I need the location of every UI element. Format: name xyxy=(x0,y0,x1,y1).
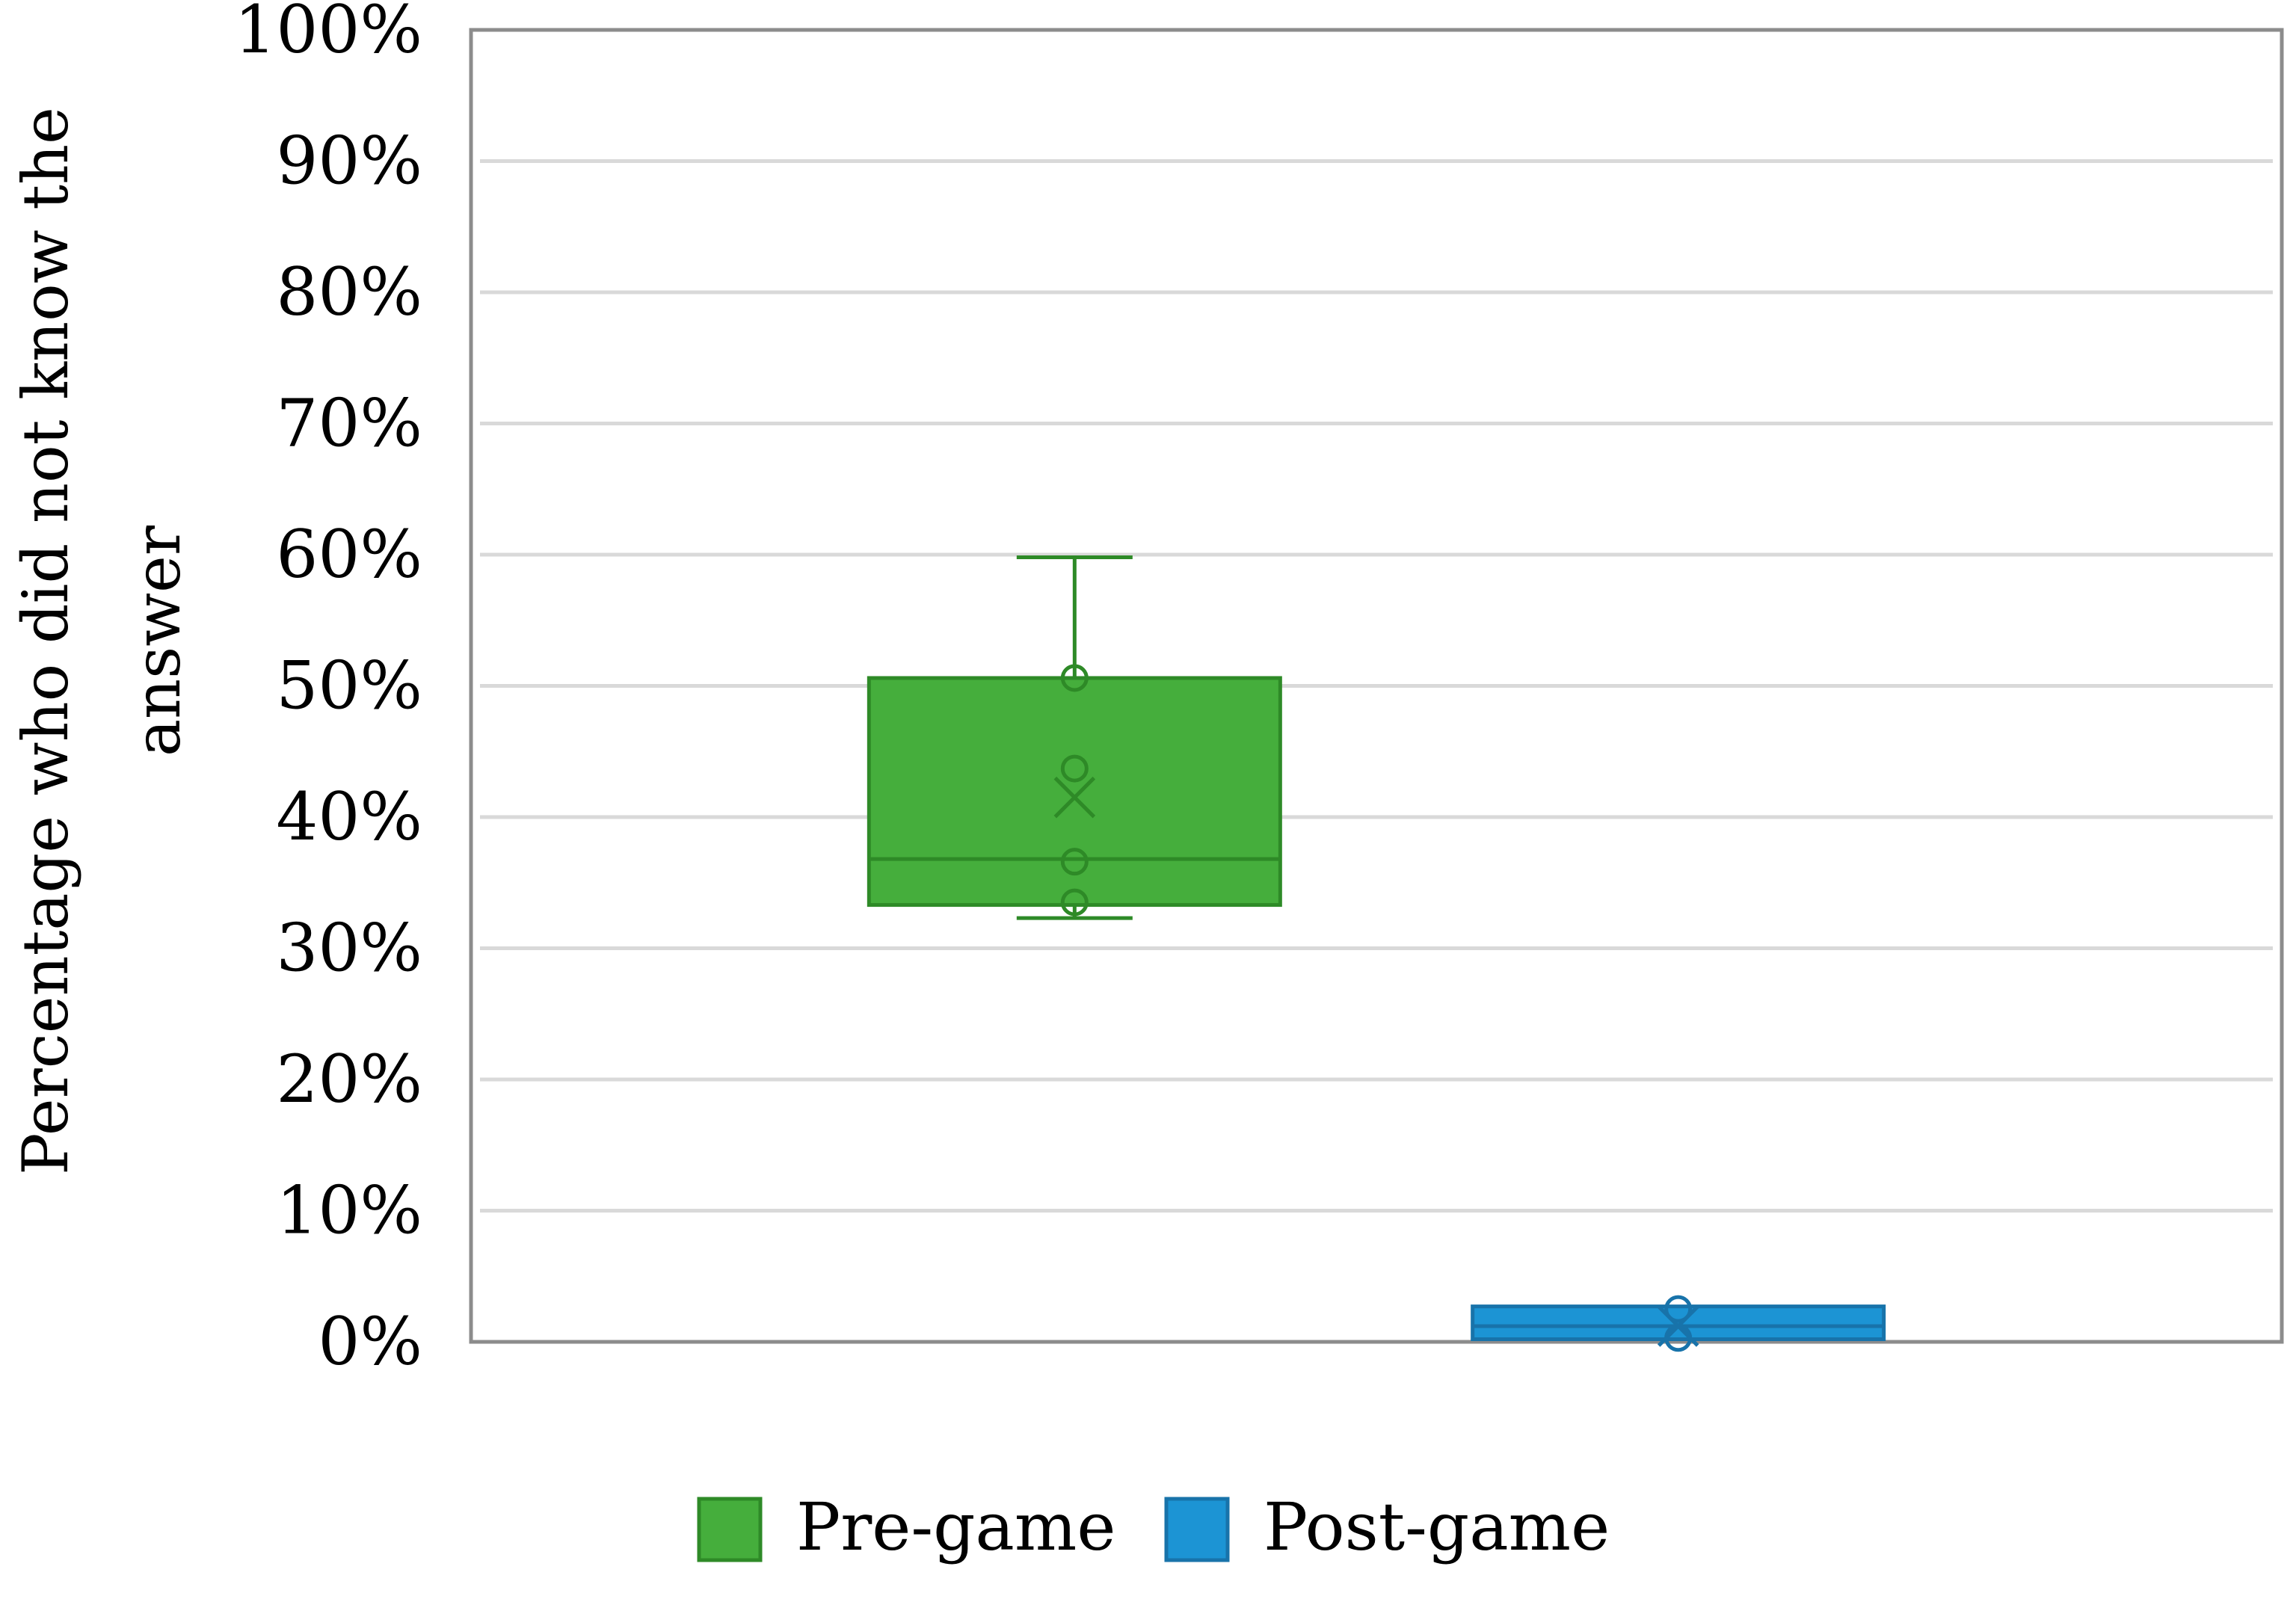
gridlines xyxy=(480,159,2273,1213)
y-tick-label: 90% xyxy=(276,123,422,200)
box-post-game xyxy=(1471,1295,1886,1352)
y-tick-label: 40% xyxy=(276,778,422,855)
legend-label: Pre-game xyxy=(796,1488,1115,1565)
box-series xyxy=(867,555,1886,1352)
mean-marker xyxy=(1053,776,1096,819)
legend-swatch xyxy=(697,1497,763,1562)
data-point xyxy=(1060,848,1089,876)
box-pre-game xyxy=(867,555,1282,920)
box-body xyxy=(867,676,1282,908)
y-tick-label: 80% xyxy=(276,253,422,330)
y-axis-title-line: Percentage who did not know the xyxy=(9,107,82,1175)
plot-area-frame xyxy=(469,28,2284,1344)
y-tick-label: 30% xyxy=(276,910,422,987)
mean-marker xyxy=(1657,1305,1699,1347)
y-tick-label: 0% xyxy=(318,1303,422,1380)
legend-item-pre-game: Pre-game xyxy=(697,1488,1115,1565)
data-point xyxy=(1060,888,1089,916)
y-axis-ticks: 0% 10% 20% 30% 40% 50% 60% 70% 80% 90% 100% xyxy=(234,0,422,1380)
legend-swatch xyxy=(1164,1497,1230,1562)
data-point xyxy=(1060,754,1089,783)
y-axis-title: Percentage who did not know the answer xyxy=(9,107,194,1175)
data-point xyxy=(1664,1295,1693,1323)
legend-label: Post-game xyxy=(1264,1488,1610,1565)
legend: Pre-game Post-game xyxy=(697,1488,1610,1565)
y-tick-label: 50% xyxy=(276,647,422,724)
y-tick-label: 20% xyxy=(276,1041,422,1118)
y-axis-title-line: answer xyxy=(121,525,194,757)
y-tick-label: 100% xyxy=(234,0,422,68)
y-tick-label: 60% xyxy=(276,516,422,593)
y-tick-label: 10% xyxy=(276,1172,422,1249)
y-tick-label: 70% xyxy=(276,385,422,462)
legend-item-post-game: Post-game xyxy=(1164,1488,1610,1565)
data-point xyxy=(1060,664,1089,692)
